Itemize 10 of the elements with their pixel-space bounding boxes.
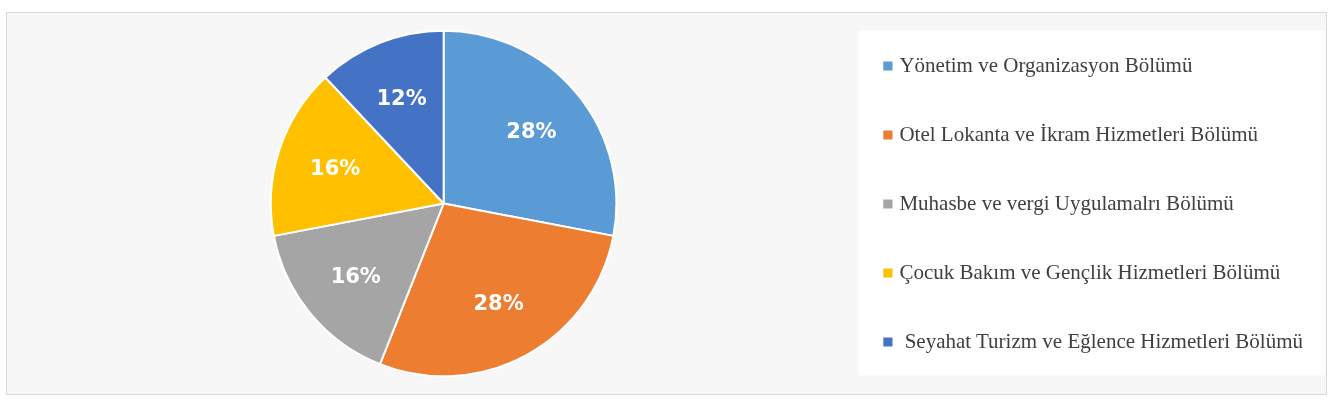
data-label: 28%	[473, 291, 524, 316]
legend-label: Otel Lokanta ve İkram Hizmetleri Bölümü	[899, 121, 1259, 147]
data-label: 28%	[506, 118, 557, 143]
data-label: 12%	[376, 85, 427, 110]
legend-label: Muhasbe ve vergi Uygulamalrı Bölümü	[899, 190, 1234, 216]
data-label: 16%	[330, 264, 381, 289]
data-label: 16%	[310, 156, 361, 181]
legend-label: Seyahat Turizm ve Eğlence Hizmetleri Bölümü	[903, 328, 1303, 354]
legend-label: Çocuk Bakım ve Gençlik Hizmetleri Bölümü	[899, 259, 1281, 285]
legend-label: Yönetim ve Organizasyon Bölümü	[899, 52, 1193, 78]
